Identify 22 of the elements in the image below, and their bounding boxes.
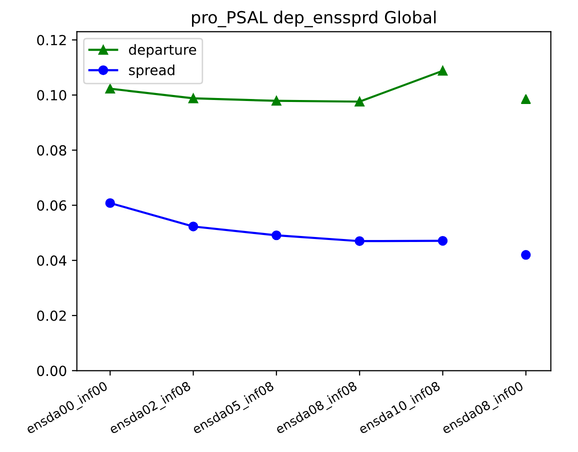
legend-label: departure	[129, 44, 196, 58]
point	[272, 96, 282, 106]
point	[354, 96, 364, 107]
y-tick-label: 0.02	[37, 310, 66, 321]
point	[521, 250, 531, 260]
point	[272, 230, 282, 240]
point	[438, 236, 448, 246]
y-tick-label: 0.08	[37, 145, 66, 156]
point	[438, 66, 448, 76]
y-tick-label: 0.12	[37, 34, 66, 46]
point	[521, 94, 531, 104]
y-tick-label: 0.10	[37, 90, 66, 101]
legend-label: spread	[129, 64, 174, 78]
point	[354, 236, 364, 246]
point	[188, 222, 198, 232]
point	[105, 198, 115, 208]
point	[188, 93, 198, 104]
y-tick-label: 0.00	[37, 366, 66, 376]
y-tick-label: 0.06	[37, 200, 66, 211]
chart-title: pro_PSAL dep_enssprd Global	[192, 10, 436, 28]
y-tick-label: 0.04	[37, 255, 66, 266]
point	[105, 84, 115, 94]
